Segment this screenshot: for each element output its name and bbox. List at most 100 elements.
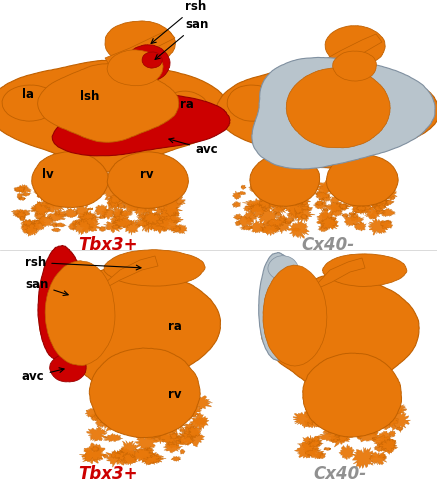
Polygon shape <box>292 228 301 232</box>
Polygon shape <box>76 198 87 203</box>
Polygon shape <box>319 184 331 192</box>
Polygon shape <box>377 186 397 199</box>
Polygon shape <box>147 410 158 414</box>
Polygon shape <box>339 444 354 460</box>
Polygon shape <box>304 420 325 428</box>
Polygon shape <box>31 201 50 216</box>
Polygon shape <box>106 195 125 208</box>
Polygon shape <box>141 212 160 229</box>
Polygon shape <box>372 435 391 447</box>
Polygon shape <box>117 418 129 427</box>
Polygon shape <box>130 447 156 462</box>
Polygon shape <box>155 207 165 215</box>
Polygon shape <box>74 219 90 226</box>
Polygon shape <box>50 354 86 382</box>
Polygon shape <box>39 265 221 396</box>
Polygon shape <box>263 265 327 366</box>
Polygon shape <box>34 185 50 203</box>
Polygon shape <box>18 197 26 201</box>
Polygon shape <box>143 197 162 211</box>
Polygon shape <box>187 426 201 437</box>
Polygon shape <box>372 419 383 429</box>
Polygon shape <box>232 191 241 200</box>
Polygon shape <box>350 426 362 431</box>
Polygon shape <box>91 446 100 452</box>
Polygon shape <box>43 184 61 199</box>
Polygon shape <box>375 192 381 197</box>
Polygon shape <box>343 214 364 227</box>
Polygon shape <box>79 448 103 464</box>
Polygon shape <box>163 197 183 217</box>
Polygon shape <box>283 196 306 217</box>
Text: lv: lv <box>42 168 54 181</box>
Polygon shape <box>14 186 25 192</box>
Polygon shape <box>276 205 288 211</box>
Polygon shape <box>164 209 169 215</box>
Polygon shape <box>142 52 162 68</box>
Polygon shape <box>243 212 257 223</box>
Polygon shape <box>336 399 356 422</box>
Polygon shape <box>305 403 323 418</box>
Polygon shape <box>48 193 60 200</box>
Polygon shape <box>300 214 308 219</box>
Polygon shape <box>308 410 332 421</box>
Polygon shape <box>171 428 177 433</box>
Polygon shape <box>45 194 66 216</box>
Polygon shape <box>355 203 374 213</box>
Polygon shape <box>242 198 267 208</box>
Polygon shape <box>295 209 302 214</box>
Polygon shape <box>321 212 329 220</box>
Polygon shape <box>125 195 131 200</box>
Polygon shape <box>150 219 171 234</box>
Polygon shape <box>140 182 159 199</box>
Polygon shape <box>104 249 205 286</box>
Polygon shape <box>103 433 123 442</box>
Polygon shape <box>21 224 36 234</box>
Polygon shape <box>375 188 381 193</box>
Polygon shape <box>325 26 385 66</box>
Polygon shape <box>380 183 388 191</box>
Polygon shape <box>235 221 240 226</box>
Polygon shape <box>94 412 109 428</box>
Text: Cx40-: Cx40- <box>313 465 367 483</box>
Polygon shape <box>33 219 46 231</box>
Polygon shape <box>377 455 384 458</box>
Polygon shape <box>123 410 148 428</box>
Polygon shape <box>138 195 142 198</box>
Polygon shape <box>11 209 31 218</box>
Polygon shape <box>325 202 344 212</box>
Polygon shape <box>378 440 395 451</box>
Polygon shape <box>45 261 115 366</box>
Polygon shape <box>78 211 101 224</box>
Text: rv: rv <box>140 168 153 181</box>
Polygon shape <box>380 208 395 217</box>
Polygon shape <box>162 420 179 429</box>
Polygon shape <box>372 437 378 440</box>
Polygon shape <box>216 63 437 168</box>
Polygon shape <box>180 406 198 421</box>
Polygon shape <box>343 183 361 194</box>
Polygon shape <box>138 197 156 215</box>
Polygon shape <box>313 201 329 209</box>
Polygon shape <box>266 219 285 227</box>
Polygon shape <box>349 212 356 215</box>
Polygon shape <box>142 213 161 225</box>
Polygon shape <box>87 222 95 229</box>
Polygon shape <box>159 204 179 224</box>
Polygon shape <box>105 21 175 65</box>
Polygon shape <box>190 412 209 431</box>
Polygon shape <box>189 395 212 410</box>
Polygon shape <box>364 207 381 219</box>
Polygon shape <box>127 201 144 210</box>
Polygon shape <box>120 448 125 453</box>
Polygon shape <box>329 438 339 442</box>
Polygon shape <box>73 220 93 235</box>
Polygon shape <box>308 440 321 447</box>
Polygon shape <box>163 444 183 453</box>
Polygon shape <box>136 213 153 221</box>
Polygon shape <box>120 210 133 217</box>
Polygon shape <box>164 432 187 448</box>
Text: rsh: rsh <box>151 0 206 43</box>
Polygon shape <box>146 413 159 425</box>
Polygon shape <box>243 206 253 212</box>
